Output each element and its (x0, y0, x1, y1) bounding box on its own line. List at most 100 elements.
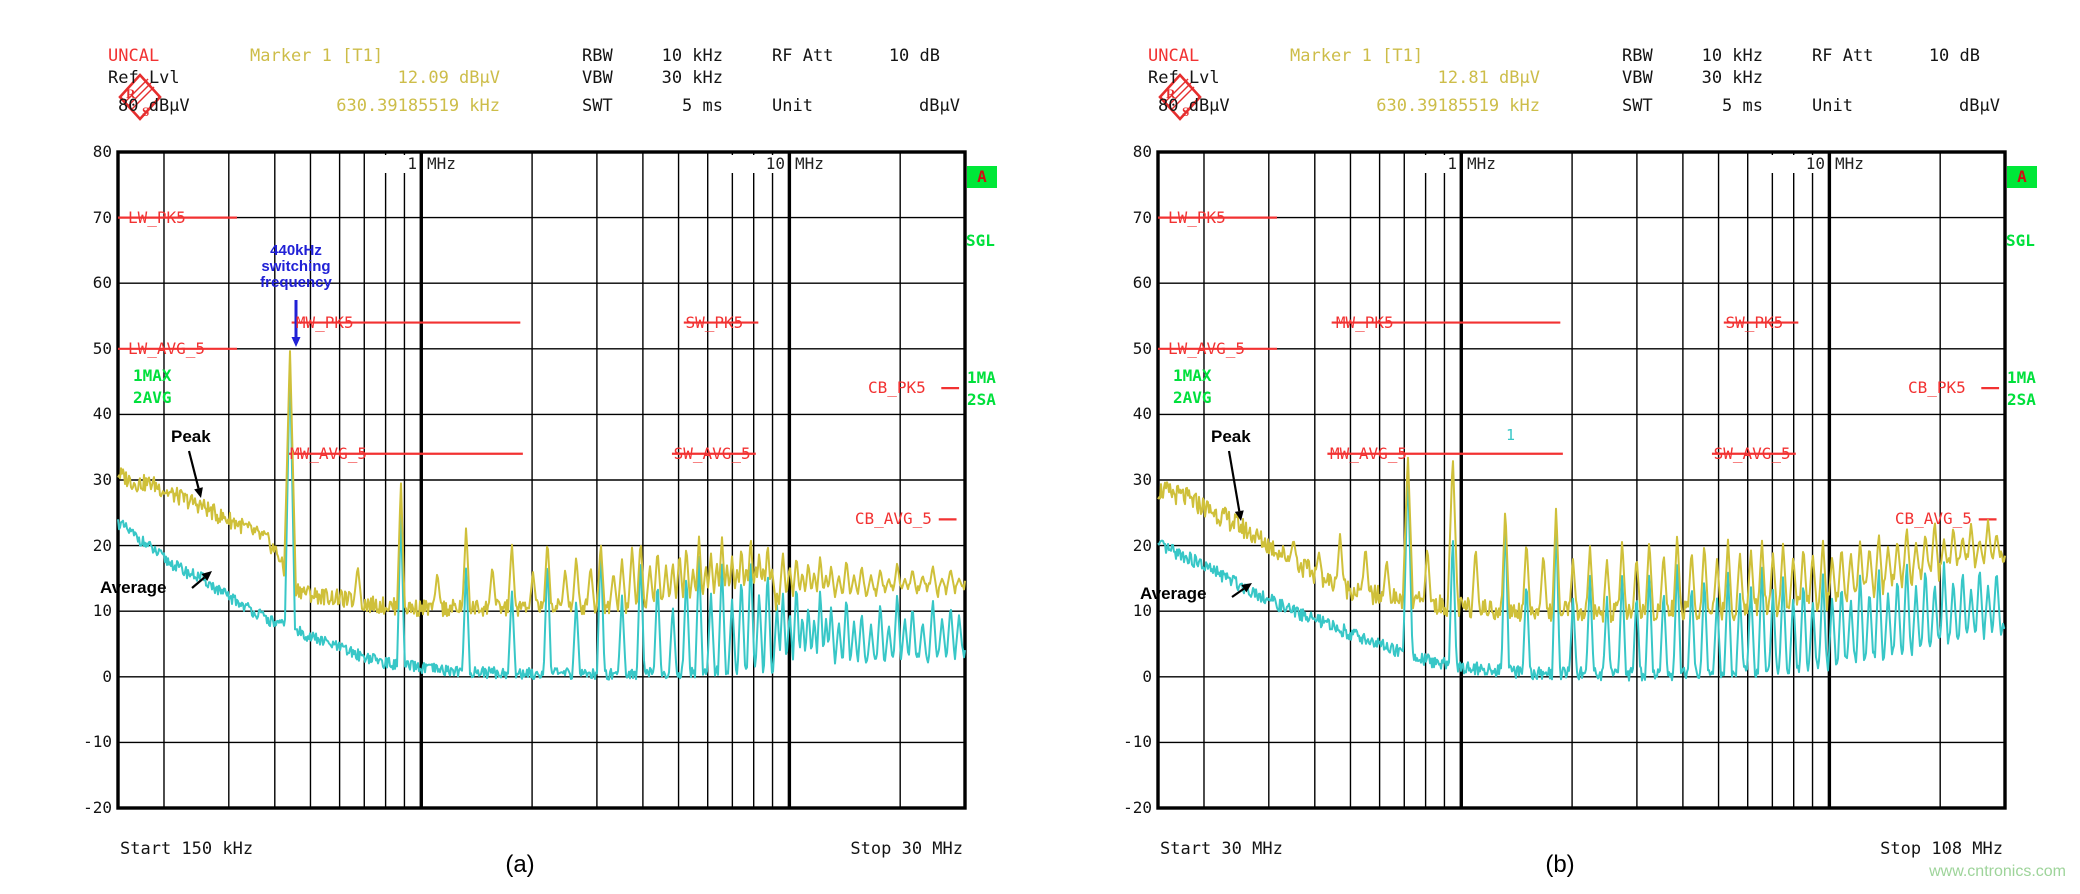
svg-text:R: R (1166, 86, 1176, 101)
rbw-label: RBW (582, 46, 613, 66)
detector2-label: 2SA (967, 390, 996, 409)
rohde-schwarz-logo: R S (60, 54, 162, 121)
limit-label-cb_avg_5: CB_AVG_5 (1894, 509, 1972, 529)
trace2-mode-label: 2AVG (1173, 388, 1212, 407)
subfigure-caption: (b) (1545, 851, 1575, 878)
peak-annotation: Peak (1211, 427, 1251, 446)
y-axis-tick: 50 (92, 338, 112, 358)
marker-frequency: 630.39185519 kHz (1376, 96, 1540, 116)
marker-title: Marker 1 [T1] (1290, 46, 1424, 66)
y-axis-tick: -10 (1123, 732, 1152, 752)
trace2-mode-label: 2AVG (133, 388, 172, 407)
y-axis-tick: 80 (92, 142, 112, 161)
trace-average (117, 360, 966, 681)
peak-arrow-head (194, 487, 203, 498)
vbw-label: VBW (582, 68, 613, 88)
ref-level-label: Ref Lvl (1148, 68, 1220, 88)
y-axis-tick: 30 (92, 470, 112, 489)
y-axis-tick: 40 (1132, 404, 1152, 424)
y-axis-tick: 10 (92, 601, 112, 621)
marker-1-glyph: 1 (1506, 426, 1515, 444)
rohde-schwarz-logo: R S (1100, 54, 1202, 121)
ref-level-value: 80 dBµV (118, 96, 190, 116)
switching-frequency-arrow-head (291, 337, 301, 347)
swt-value: 5 ms (1722, 96, 1763, 116)
peak-arrow (187, 450, 200, 489)
unit-label: Unit (1812, 96, 1853, 116)
marker-level: 12.81 dBµV (1437, 68, 1540, 88)
unit-label: Unit (772, 96, 813, 116)
rf-att-label: RF Att (1812, 46, 1874, 66)
limit-label-cb_avg_5: CB_AVG_5 (854, 509, 932, 529)
subfigure-caption: (a) (505, 851, 535, 878)
limit-label-lw_pk5: LW_PK5 (127, 207, 186, 227)
y-axis-tick: 0 (102, 666, 112, 686)
plot-border (1156, 150, 2007, 810)
limit-label-lw_pk5: LW_PK5 (1167, 207, 1226, 227)
freq-label-10mhz-unit: MHz (795, 154, 824, 173)
single-sweep-flag: SGL (966, 231, 995, 250)
plot-svg: 1 (1156, 150, 2007, 810)
detector1-label: 1MA (2007, 368, 2036, 387)
limit-label-lw_avg_5: LW_AVG_5 (127, 338, 206, 358)
y-axis-tick: 10 (1132, 601, 1152, 621)
rbw-value: 10 kHz (1701, 46, 1763, 66)
uncal-flag: UNCAL (108, 46, 160, 66)
rf-att-value: 10 dB (1928, 46, 1980, 66)
trace-a-badge: A (2007, 166, 2037, 188)
svg-text:S: S (1182, 104, 1189, 119)
y-axis-tick: 40 (92, 404, 112, 424)
peak-annotation: Peak (171, 427, 211, 446)
freq-label-10mhz-num: 10 (731, 155, 785, 173)
panel-a: R S UNCAL Ref Lvl 80 dBµV Marker 1 [T1] … (60, 46, 997, 878)
vbw-value: 30 kHz (661, 68, 723, 88)
start-frequency-label: Start 150 kHz (120, 839, 254, 859)
limit-label-sw_pk5: SW_PK5 (685, 312, 744, 332)
y-axis-tick: 80 (1132, 142, 1152, 161)
y-axis-tick: 70 (1132, 207, 1152, 227)
y-axis-tick: 30 (1132, 470, 1152, 489)
peak-arrow (1227, 450, 1241, 512)
limit-label-sw_pk5: SW_PK5 (1725, 312, 1784, 332)
average-arrow-head (1241, 583, 1252, 593)
y-axis-tick: 60 (92, 273, 112, 293)
peak-arrow-head (1234, 510, 1244, 521)
limit-label-mw_avg_5: MW_AVG_5 (1329, 443, 1407, 463)
limit-label-mw_avg_5: MW_AVG_5 (289, 443, 367, 463)
limit-label-cb_pk5: CB_PK5 (1908, 378, 1966, 398)
rf-att-label: RF Att (772, 46, 834, 66)
trace1-mode-label: 1MAX (1173, 366, 1212, 385)
vbw-value: 30 kHz (1701, 68, 1763, 88)
limit-label-sw_avg_5: SW_AVG_5 (673, 443, 751, 463)
freq-label-1mhz-num: 1 (1410, 155, 1457, 173)
watermark: www.cntronics.com (1929, 863, 2066, 880)
y-axis-tick: -10 (83, 732, 112, 752)
average-annotation: Average (100, 578, 167, 597)
stop-frequency-label: Stop 108 MHz (1880, 839, 2003, 859)
stop-frequency-label: Stop 30 MHz (850, 839, 963, 859)
trace1-mode-label: 1MAX (133, 366, 172, 385)
trace-peak (117, 350, 966, 618)
switching-frequency-annotation: 440kHz switching frequency (260, 242, 332, 291)
y-axis-tick: 20 (1132, 535, 1152, 555)
y-axis-tick: 50 (1132, 338, 1152, 358)
svg-text:S: S (142, 104, 149, 119)
unit-value: dBµV (919, 96, 960, 116)
plot-svg (116, 150, 967, 810)
limit-label-mw_pk5: MW_PK5 (295, 312, 354, 332)
marker-title: Marker 1 [T1] (250, 46, 384, 66)
freq-label-10mhz-unit: MHz (1835, 154, 1864, 173)
svg-text:R: R (126, 86, 136, 101)
y-axis-tick: 70 (92, 207, 112, 227)
limit-label-lw_avg_5: LW_AVG_5 (1167, 338, 1246, 358)
limit-label-cb_pk5: CB_PK5 (868, 378, 926, 398)
panel-b: 1 R S UNCAL Ref Lvl 80 dBµV Marker 1 [T1… (1040, 0, 2080, 894)
vbw-label: VBW (1622, 68, 1653, 88)
swt-value: 5 ms (682, 96, 723, 116)
freq-label-10mhz-num: 10 (1771, 155, 1825, 173)
trace-a-badge: A (967, 166, 997, 188)
swt-label: SWT (582, 96, 613, 116)
rbw-value: 10 kHz (661, 46, 723, 66)
freq-label-1mhz-num: 1 (370, 155, 417, 173)
